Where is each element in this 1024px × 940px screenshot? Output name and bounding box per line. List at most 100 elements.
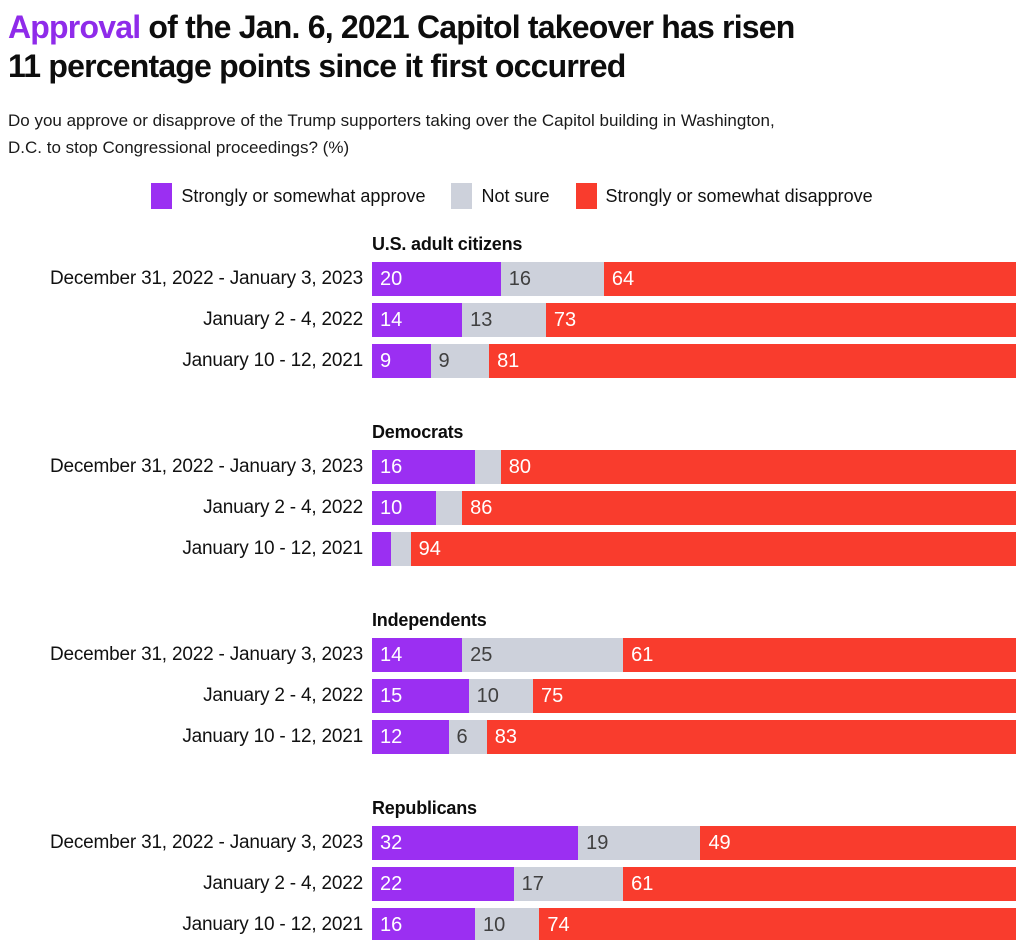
row-label: December 31, 2022 - January 3, 2023 bbox=[49, 832, 363, 853]
disapprove-swatch-icon bbox=[575, 183, 597, 209]
legend-item-approve: Strongly or somewhat approve bbox=[151, 183, 425, 209]
chart-row: January 10 - 12, 2021 12 6 83 bbox=[8, 720, 1016, 754]
chart-row: December 31, 2022 - January 3, 2023 16 80 bbox=[8, 450, 1016, 484]
bar-track: 16 80 bbox=[372, 450, 1016, 484]
row-label: December 31, 2022 - January 3, 2023 bbox=[49, 268, 363, 289]
chart-row: January 10 - 12, 2021 16 10 74 bbox=[8, 908, 1016, 940]
bar-value-label: 13 bbox=[470, 309, 493, 331]
legend-item-not-sure: Not sure bbox=[451, 183, 550, 209]
group-title: Democrats bbox=[372, 422, 464, 442]
chart-row: January 2 - 4, 2022 14 13 73 bbox=[8, 303, 1016, 337]
bar-segment-not-sure: 19 bbox=[578, 826, 701, 860]
bar-segment-disapprove: 80 bbox=[500, 450, 1016, 484]
bar-segment-approve: 20 bbox=[372, 262, 501, 296]
bar-track: 14 13 73 bbox=[372, 303, 1016, 337]
bar-value-label: 49 bbox=[708, 832, 731, 854]
bar-segment-disapprove: 61 bbox=[623, 638, 1016, 672]
chart-row: December 31, 2022 - January 3, 2023 14 25 6… bbox=[8, 638, 1016, 672]
chart-row: January 2 - 4, 2022 15 10 75 bbox=[8, 679, 1016, 713]
bar-value-label: 25 bbox=[470, 644, 493, 666]
group-title: Republicans bbox=[372, 798, 477, 818]
page-title: Approval of the Jan. 6, 2021 Capitol tak… bbox=[8, 8, 1016, 86]
bar-segment-disapprove: 64 bbox=[603, 262, 1016, 296]
row-label: January 2 - 4, 2022 bbox=[203, 309, 363, 330]
bar-track: 12 6 83 bbox=[372, 720, 1016, 754]
row-label: January 10 - 12, 2021 bbox=[182, 538, 363, 559]
bar-segment-not-sure: 10 bbox=[468, 679, 533, 713]
row-label: January 2 - 4, 2022 bbox=[203, 685, 363, 706]
row-label: January 10 - 12, 2021 bbox=[182, 726, 363, 747]
chart-row: December 31, 2022 - January 3, 2023 32 19 4… bbox=[8, 826, 1016, 860]
bar-segment-not-sure: 25 bbox=[462, 638, 624, 672]
bar-value-label: 86 bbox=[470, 497, 493, 519]
bar-value-label: 61 bbox=[631, 873, 654, 895]
bar-segment-disapprove: 75 bbox=[532, 679, 1016, 713]
bar-track: 94 bbox=[372, 532, 1016, 566]
bar-track: 20 16 64 bbox=[372, 262, 1016, 296]
bar-track: 15 10 75 bbox=[372, 679, 1016, 713]
bar-segment-not-sure: 16 bbox=[500, 262, 604, 296]
chart-row: January 2 - 4, 2022 22 17 61 bbox=[8, 867, 1016, 901]
bar-segment-approve: 16 bbox=[372, 450, 476, 484]
legend-label-disapprove: Strongly or somewhat disapprove bbox=[605, 185, 873, 206]
bar-segment-approve: 10 bbox=[372, 491, 437, 525]
subtitle-line2: D.C. to stop Congressional proceedings? … bbox=[8, 138, 350, 157]
bar-value-label: 16 bbox=[380, 914, 403, 936]
bar-track: 9 9 81 bbox=[372, 344, 1016, 378]
bar-value-label: 94 bbox=[418, 538, 441, 560]
chart-row: December 31, 2022 - January 3, 2023 20 16 6… bbox=[8, 262, 1016, 296]
group-title: Independents bbox=[372, 610, 487, 630]
bar-segment-disapprove: 49 bbox=[700, 826, 1016, 860]
stacked-bar-chart: U.S. adult citizens December 31, 2022 - J… bbox=[8, 234, 1016, 940]
bar-track: 14 25 61 bbox=[372, 638, 1016, 672]
legend-label-not-sure: Not sure bbox=[481, 185, 550, 206]
approve-swatch-icon bbox=[151, 183, 173, 209]
bar-segment-not-sure: 9 bbox=[430, 344, 490, 378]
bar-value-label: 73 bbox=[553, 309, 577, 331]
bar-value-label: 12 bbox=[380, 726, 403, 748]
bar-track: 10 86 bbox=[372, 491, 1016, 525]
bar-value-label: 9 bbox=[438, 350, 450, 372]
row-label: January 10 - 12, 2021 bbox=[182, 914, 363, 935]
subtitle-line1: Do you approve or disapprove of the Trum… bbox=[8, 111, 775, 130]
bar-track: 22 17 61 bbox=[372, 867, 1016, 901]
bar-value-label: 83 bbox=[494, 726, 517, 748]
chart-group: Democrats December 31, 2022 - January 3, … bbox=[8, 422, 1016, 566]
bar-value-label: 10 bbox=[380, 497, 403, 519]
bar-value-label: 10 bbox=[476, 685, 499, 707]
bar-track: 32 19 49 bbox=[372, 826, 1016, 860]
bar-value-label: 74 bbox=[547, 914, 570, 936]
row-label: December 31, 2022 - January 3, 2023 bbox=[49, 456, 363, 477]
bar-segment-not-sure: 13 bbox=[462, 303, 546, 337]
page-title-highlight: Approval bbox=[8, 9, 141, 45]
row-label: December 31, 2022 - January 3, 2023 bbox=[49, 644, 363, 665]
chart-row: January 10 - 12, 2021 9 9 81 bbox=[8, 344, 1016, 378]
row-label: January 2 - 4, 2022 bbox=[203, 873, 363, 894]
bar-value-label: 14 bbox=[380, 644, 403, 666]
bar-segment-approve bbox=[372, 532, 392, 566]
bar-segment-approve: 14 bbox=[372, 638, 463, 672]
bar-segment-disapprove: 86 bbox=[462, 491, 1016, 525]
bar-segment-disapprove: 83 bbox=[486, 720, 1016, 754]
chart-group: U.S. adult citizens December 31, 2022 - J… bbox=[8, 234, 1016, 378]
legend-item-disapprove: Strongly or somewhat disapprove bbox=[575, 183, 873, 209]
bar-value-label: 16 bbox=[508, 268, 532, 290]
chart-group: Independents December 31, 2022 - January … bbox=[8, 610, 1016, 754]
bar-value-label: 14 bbox=[380, 309, 403, 331]
row-label: January 2 - 4, 2022 bbox=[203, 497, 363, 518]
chart-group: Republicans December 31, 2022 - January 3… bbox=[8, 798, 1016, 940]
bar-value-label: 17 bbox=[521, 873, 544, 895]
bar-segment-not-sure: 17 bbox=[513, 867, 624, 901]
bar-value-label: 10 bbox=[483, 914, 506, 936]
bar-segment-not-sure: 6 bbox=[448, 720, 487, 754]
bar-segment-disapprove: 74 bbox=[539, 908, 1016, 940]
bar-segment-disapprove: 61 bbox=[623, 867, 1016, 901]
bar-segment-disapprove: 81 bbox=[489, 344, 1016, 378]
bar-segment-approve: 15 bbox=[372, 679, 469, 713]
bar-value-label: 22 bbox=[380, 873, 403, 895]
chart-row: January 10 - 12, 2021 94 bbox=[8, 532, 1016, 566]
bar-value-label: 75 bbox=[540, 685, 564, 707]
bar-segment-approve: 12 bbox=[372, 720, 449, 754]
bar-segment-disapprove: 73 bbox=[545, 303, 1016, 337]
bar-value-label: 61 bbox=[631, 644, 654, 666]
